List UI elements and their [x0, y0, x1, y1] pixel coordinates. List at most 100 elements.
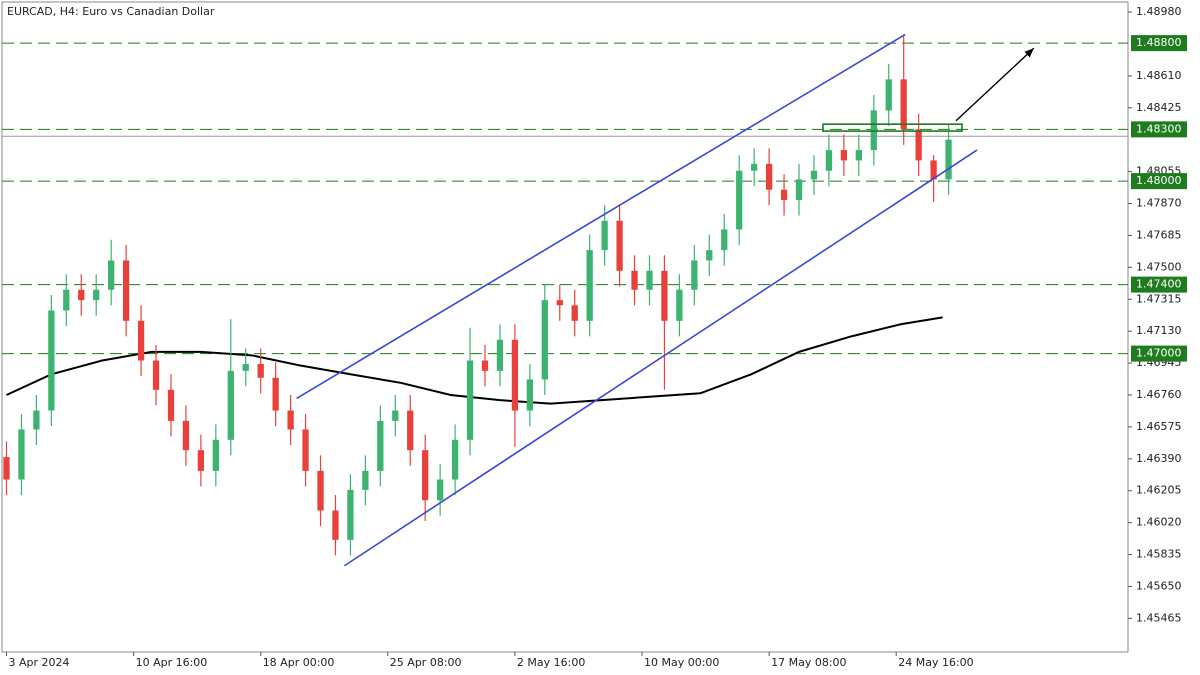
candle-body — [257, 363, 264, 378]
y-tick-label: 1.47130 — [1136, 324, 1182, 337]
moving-average — [6, 316, 943, 405]
level-label: 1.48300 — [1136, 122, 1182, 135]
y-tick-label: 1.46760 — [1136, 388, 1182, 401]
resistance-zone — [822, 123, 963, 132]
y-tick-label: 1.45650 — [1136, 579, 1182, 592]
candle-body — [78, 289, 85, 301]
candle-body — [616, 220, 623, 271]
y-tick-label: 1.46575 — [1136, 420, 1182, 433]
candle-body — [212, 439, 219, 471]
candle-body — [317, 470, 324, 511]
level-label-box — [1131, 35, 1187, 52]
arrow-line — [955, 47, 1035, 122]
level-label: 1.47000 — [1136, 347, 1182, 360]
candle-body — [840, 150, 848, 161]
x-tick-label: 17 May 08:00 — [771, 656, 846, 669]
candle-body — [362, 470, 369, 490]
level-label: 1.47400 — [1136, 278, 1182, 291]
y-tick-label: 1.48610 — [1136, 69, 1182, 82]
level-label-box — [1131, 121, 1187, 138]
candle-body — [122, 260, 130, 321]
candle-body — [915, 129, 922, 161]
candle-body — [870, 110, 877, 151]
x-tick-label: 25 Apr 08:00 — [390, 656, 462, 669]
y-tick-label: 1.46020 — [1136, 516, 1182, 529]
candle-body — [751, 163, 758, 171]
candle-body — [152, 360, 160, 390]
candle-body — [885, 79, 892, 111]
candle-body — [18, 429, 25, 480]
candle-body — [93, 289, 100, 301]
y-tick-label: 1.48425 — [1136, 101, 1182, 114]
candle-body — [167, 389, 175, 421]
candle-body — [795, 179, 803, 201]
candle-body — [556, 300, 563, 306]
candle-body — [197, 450, 205, 471]
candle-body — [392, 410, 399, 421]
plot-frame — [1, 1, 1129, 653]
candle-body — [721, 229, 728, 251]
chart-title: EURCAD, H4: Euro vs Canadian Dollar — [7, 5, 215, 18]
y-tick-label: 1.47315 — [1136, 292, 1182, 305]
candle-body — [347, 489, 354, 540]
candle-body — [451, 439, 459, 480]
y-tick-label: 1.48980 — [1136, 5, 1182, 18]
candle-body — [272, 377, 279, 411]
level-label: 1.48800 — [1136, 36, 1182, 49]
x-tick-label: 2 May 16:00 — [517, 656, 585, 669]
candle-body — [661, 270, 668, 321]
candle-body — [242, 363, 249, 371]
candle-body — [780, 189, 788, 201]
candle-body — [3, 457, 10, 480]
candle-body — [765, 163, 773, 190]
candle-body — [496, 339, 504, 371]
x-tick-label: 3 Apr 2024 — [8, 656, 69, 669]
level-label: 1.48000 — [1136, 174, 1182, 187]
y-tick-label: 1.45835 — [1136, 548, 1182, 561]
candle-body — [810, 170, 818, 180]
candle-body — [422, 450, 429, 501]
channel-line — [296, 33, 906, 400]
candle-body — [930, 160, 937, 180]
candle-body — [302, 429, 309, 471]
candle-body — [436, 479, 444, 501]
candle-body — [108, 260, 115, 290]
candle-body — [691, 260, 698, 290]
candle-body — [646, 270, 653, 290]
candle-body — [586, 250, 593, 321]
y-tick-label: 1.45465 — [1136, 611, 1182, 624]
y-tick-label: 1.47870 — [1136, 197, 1182, 210]
candle-body — [601, 220, 608, 251]
candle-body — [287, 410, 294, 430]
candle-body — [945, 139, 952, 180]
candle-body — [481, 360, 489, 371]
level-label-box — [1131, 276, 1187, 293]
level-label-box — [1131, 345, 1187, 362]
candle-body — [736, 170, 743, 230]
candle-body — [407, 410, 414, 451]
candle-body — [900, 79, 907, 130]
candle-body — [706, 250, 713, 261]
candle-body — [511, 339, 519, 411]
candle-body — [855, 150, 862, 161]
candle-body — [825, 150, 833, 171]
candle-body — [227, 370, 234, 440]
candle-body — [63, 289, 70, 311]
channel-line — [343, 149, 978, 567]
candle-body — [182, 420, 190, 451]
x-tick-label: 10 Apr 16:00 — [136, 656, 208, 669]
y-tick-label: 1.46205 — [1136, 484, 1182, 497]
candle-body — [571, 305, 578, 321]
x-tick-label: 18 Apr 00:00 — [263, 656, 335, 669]
y-tick-label: 1.47500 — [1136, 260, 1182, 273]
y-tick-label: 1.47685 — [1136, 228, 1182, 241]
candle-body — [137, 320, 145, 361]
candle-body — [541, 300, 548, 380]
level-label-box — [1131, 173, 1187, 190]
candle-body — [332, 510, 339, 540]
candle-body — [676, 289, 683, 321]
x-tick-label: 24 May 16:00 — [898, 656, 973, 669]
candle-body — [526, 379, 533, 411]
candle-body — [466, 360, 474, 440]
